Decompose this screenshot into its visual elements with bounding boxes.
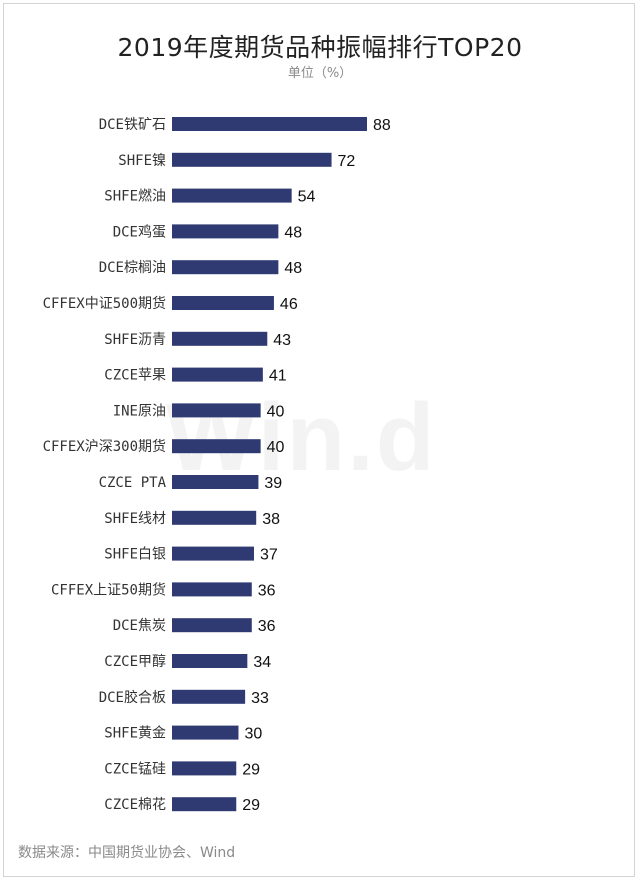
bar: [172, 725, 239, 740]
bar: [172, 224, 279, 239]
category-label: CZCE棉花: [104, 796, 166, 813]
data-label: 43: [273, 332, 291, 349]
category-label: SHFE黄金: [104, 725, 166, 742]
category-label: INE原油: [113, 403, 166, 419]
bar: [172, 260, 279, 275]
bar: [172, 689, 246, 704]
data-source: 数据来源：中国期货业协会、Wind: [18, 845, 236, 861]
data-label: 46: [280, 296, 298, 313]
bar: [172, 510, 257, 525]
data-label: 36: [258, 618, 276, 635]
category-label: SHFE白银: [104, 547, 166, 563]
data-label: 29: [242, 761, 260, 778]
category-label: DCE棕榈油: [99, 260, 166, 276]
page-border: [3, 3, 635, 877]
bar: [172, 188, 292, 203]
data-label: 41: [269, 368, 287, 385]
bar: [172, 654, 248, 668]
bar: [172, 367, 263, 382]
bar: [172, 152, 332, 167]
bar: [172, 618, 252, 633]
category-label: CZCE甲醇: [104, 653, 166, 670]
bar: [172, 296, 274, 310]
bar: [172, 582, 252, 597]
category-label: CFFEX沪深300期货: [43, 438, 166, 455]
data-label: 36: [258, 582, 276, 599]
data-label: 29: [242, 797, 260, 814]
category-label: CZCE苹果: [104, 368, 166, 384]
data-label: 37: [260, 547, 278, 564]
bar: [172, 331, 268, 346]
data-label: 48: [284, 224, 302, 241]
data-label: 40: [267, 439, 285, 456]
bar: [172, 546, 254, 561]
bar: [172, 797, 237, 812]
category-label: SHFE线材: [104, 511, 166, 527]
data-label: 38: [262, 511, 280, 528]
bar: [172, 403, 261, 418]
data-label: 34: [253, 654, 271, 671]
category-label: SHFE镍: [118, 153, 166, 169]
category-label: CZCE PTA: [99, 475, 167, 491]
chart-title: 2019年度期货品种振幅排行TOP20: [117, 33, 523, 62]
category-label: DCE鸡蛋: [113, 223, 166, 240]
category-label: SHFE燃油: [104, 188, 166, 205]
category-label: SHFE沥青: [104, 332, 166, 348]
bar: [172, 761, 237, 776]
category-label: DCE焦炭: [113, 618, 166, 634]
data-label: 39: [264, 475, 282, 492]
data-label: 30: [244, 726, 262, 743]
chart-subtitle: 单位（%）: [287, 66, 353, 81]
data-label: 40: [267, 403, 285, 420]
category-label: DCE胶合板: [99, 689, 166, 706]
category-label: CZCE锰硅: [104, 761, 166, 777]
bar: [172, 439, 261, 454]
bar: [172, 117, 367, 131]
bar: [172, 475, 259, 489]
data-label: 72: [338, 153, 356, 170]
watermark-logo: Win.d: [166, 383, 434, 493]
category-label: DCE铁矿石: [99, 117, 166, 133]
data-label: 33: [251, 690, 269, 707]
data-label: 88: [373, 117, 391, 134]
category-label: CFFEX中证500期货: [43, 295, 166, 312]
category-label: CFFEX上证50期货: [51, 581, 166, 598]
data-label: 48: [284, 260, 302, 277]
data-label: 54: [298, 189, 316, 206]
